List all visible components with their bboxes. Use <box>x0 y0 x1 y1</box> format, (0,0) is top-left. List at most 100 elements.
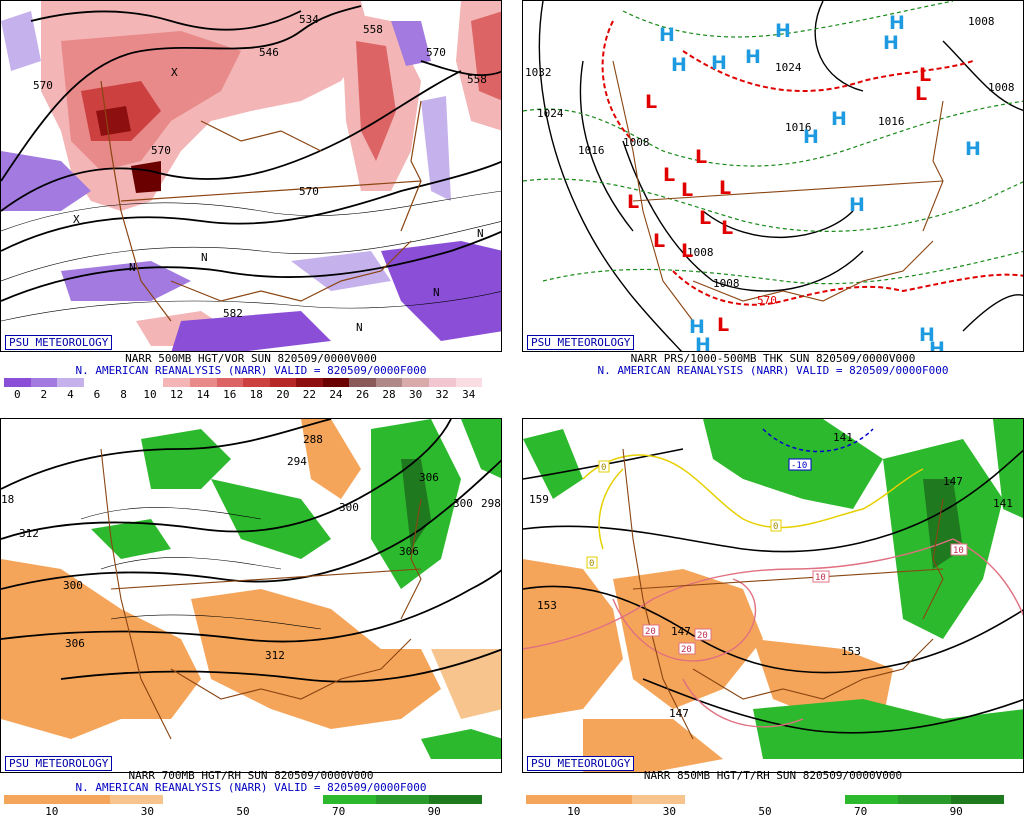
temp-label: -10 <box>791 461 807 471</box>
n-marker: N <box>477 227 484 240</box>
colorbar-swatch <box>269 795 323 804</box>
colorbar-swatch <box>322 378 350 387</box>
contour-label: 147 <box>671 625 691 638</box>
colorbar-tick-label: 90 <box>949 805 963 818</box>
colorbar-swatch <box>136 378 164 387</box>
psu-meteorology-badge: PSU METEOROLOGY <box>527 335 635 350</box>
colorbar-tick-label: 50 <box>236 805 250 818</box>
panel-title: NARR PRS/1000-500MB THK SUN 820509/0000V… <box>630 352 916 365</box>
colorbar-tick-label: 8 <box>120 388 127 401</box>
high-pressure-centers: H H H H H H H H H H H H H H H <box>659 12 981 352</box>
low-marker: L <box>645 91 657 113</box>
contour-label: 300 <box>339 501 359 514</box>
n-marker: N <box>201 251 208 264</box>
contour-label: 546 <box>259 46 279 59</box>
colorbar-ticks: 0 2 4 6 8 10 12 14 16 18 20 22 24 26 28 30 32 34 <box>4 389 482 401</box>
temp-label: 10 <box>953 546 964 556</box>
contour-label: 1016 <box>578 144 605 157</box>
contour-label: 141 <box>993 497 1013 510</box>
colorbar-tick-label: 20 <box>276 388 290 401</box>
contour-label: 306 <box>419 471 439 484</box>
colorbar-swatch <box>455 378 483 387</box>
panel-valid-time: N. AMERICAN REANALYSIS (NARR) VALID = 82… <box>75 364 427 377</box>
colorbar-swatch <box>110 795 164 804</box>
colorbar-swatch <box>4 378 31 387</box>
colorbar-swatch <box>429 378 456 387</box>
panel-title: NARR 500MB HGT/VOR SUN 820509/0000V000 <box>125 352 377 365</box>
high-marker: H <box>659 24 675 46</box>
low-marker: L <box>717 314 729 336</box>
contour-label: 312 <box>19 527 39 540</box>
panel-valid-time: N. AMERICAN REANALYSIS (NARR) VALID = 82… <box>597 364 949 377</box>
high-marker: H <box>965 138 981 160</box>
colorbar <box>4 795 482 804</box>
colorbar-tick-label: 90 <box>427 805 441 818</box>
rh700-map: 288 294 300 306 300 312 300 306 312 306 … <box>1 419 501 759</box>
panel-850mb-t-rh: 159 153 147 153 141 147 141 147 0 0 0 -1… <box>522 418 1024 818</box>
vorticity-n-markers: N N N N N <box>129 227 484 334</box>
colorbar-swatch <box>189 378 217 387</box>
colorbar-tick-label: 10 <box>567 805 581 818</box>
colorbar-tick-label: 34 <box>462 388 476 401</box>
colorbar-tick-label: 4 <box>67 388 74 401</box>
colorbar-tick-label: 0 <box>13 388 21 401</box>
temperature-labels: 0 0 0 -10 10 10 20 20 20 <box>586 458 968 655</box>
colorbar-swatch <box>738 795 792 804</box>
colorbar-swatch <box>296 378 323 387</box>
contour-label: 1008 <box>713 277 740 290</box>
low-marker: L <box>719 177 731 199</box>
colorbar-tick-label: 14 <box>196 388 210 401</box>
contour-label: 570 <box>426 46 446 59</box>
colorbar-swatch <box>402 378 429 387</box>
contour-label: 18 <box>1 493 14 506</box>
colorbar-tick-label: 70 <box>853 805 868 818</box>
high-marker: H <box>689 316 705 338</box>
high-marker: H <box>883 32 899 54</box>
contour-label: 300 <box>63 579 83 592</box>
contour-label: 1024 <box>775 61 802 74</box>
colorbar-swatch <box>897 795 951 804</box>
colorbar-tick-label: 2 <box>40 388 48 401</box>
low-marker: L <box>681 179 693 201</box>
contour-labels: 534 546 558 570 570 570 558 582 570 <box>33 13 487 320</box>
psu-meteorology-badge: PSU METEOROLOGY <box>5 756 113 771</box>
map-850mb: 159 153 147 153 141 147 141 147 0 0 0 -1… <box>522 418 1024 773</box>
temp-label: 20 <box>681 645 692 655</box>
colorbar-tick-label: 32 <box>435 388 449 401</box>
high-marker: H <box>919 324 935 346</box>
n-marker: N <box>129 261 136 274</box>
high-marker: H <box>695 334 711 352</box>
colorbar-tick-label: 24 <box>329 388 343 401</box>
high-marker: H <box>745 46 761 68</box>
colorbar-tick-label: 12 <box>169 388 184 401</box>
colorbar-swatch <box>526 795 580 804</box>
low-marker: L <box>681 240 693 262</box>
contour-label: 570 <box>33 79 53 92</box>
high-marker: H <box>671 54 687 76</box>
map-pressure: 1032 1024 1016 1008 1008 1008 1016 1016 … <box>522 0 1024 352</box>
n-marker: N <box>433 286 440 299</box>
contour-label: 558 <box>363 23 383 36</box>
contour-label: 1008 <box>968 15 995 28</box>
contour-label: 306 <box>399 545 419 558</box>
contour-label: 1016 <box>878 115 905 128</box>
high-marker: H <box>775 20 791 42</box>
colorbar-swatch <box>30 378 58 387</box>
contour-label: 570 <box>757 294 777 307</box>
vorticity-x-markers: X X <box>73 66 178 226</box>
temp-label: 0 <box>589 559 594 569</box>
colorbar-tick-label: 30 <box>408 388 423 401</box>
panel-700mb-rh: 288 294 300 306 300 312 300 306 312 306 … <box>0 418 502 818</box>
contour-label: 159 <box>529 493 549 506</box>
colorbar-swatch <box>57 378 84 387</box>
contour-label: 294 <box>287 455 307 468</box>
map-500mb: 534 546 558 570 570 570 558 582 570 N N … <box>0 0 502 352</box>
contour-label: 153 <box>537 599 557 612</box>
low-marker: L <box>627 191 639 213</box>
contour-label: 141 <box>833 431 853 444</box>
low-marker: L <box>663 164 675 186</box>
psu-meteorology-badge: PSU METEOROLOGY <box>527 756 635 771</box>
psu-meteorology-badge: PSU METEOROLOGY <box>5 335 113 350</box>
pressure-contour-labels: 1032 1024 1016 1008 1008 1008 1016 1016 … <box>525 15 1015 307</box>
colorbar-swatch <box>216 795 270 804</box>
